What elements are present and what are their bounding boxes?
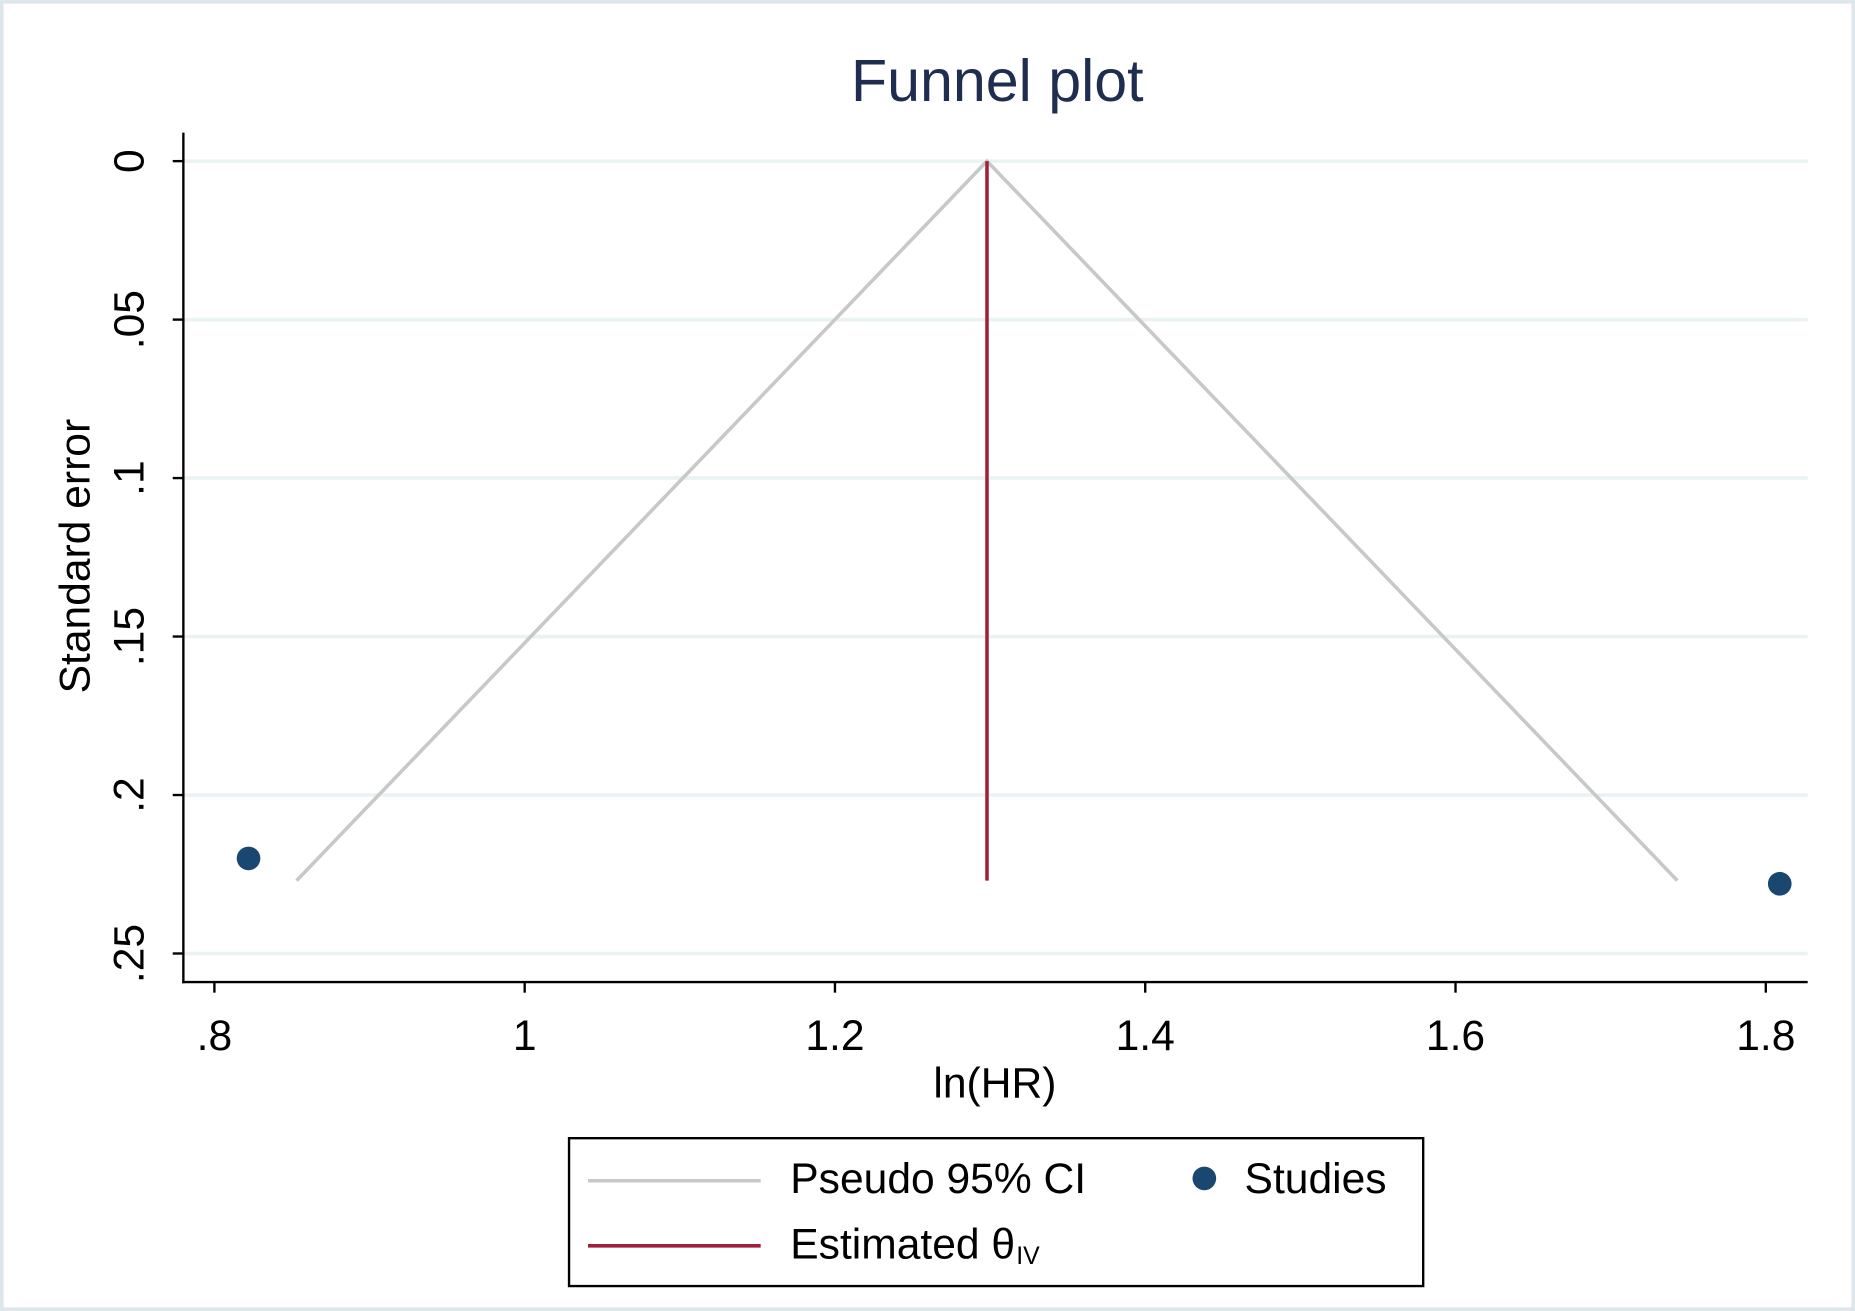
x-tick-label: 1 bbox=[513, 1012, 537, 1060]
legend-label: Estimated θ bbox=[790, 1220, 1015, 1268]
x-tick-label: .8 bbox=[197, 1012, 233, 1060]
legend-swatch bbox=[1192, 1166, 1217, 1191]
x-tick-label: 1.6 bbox=[1426, 1012, 1485, 1060]
y-tick-label: .25 bbox=[106, 924, 154, 983]
legend-label: Studies bbox=[1245, 1155, 1387, 1203]
x-tick-label: 1.2 bbox=[805, 1012, 864, 1060]
chart-title: Funnel plot bbox=[851, 47, 1144, 114]
legend-box bbox=[567, 1136, 1425, 1288]
x-axis-title: ln(HR) bbox=[933, 1059, 1056, 1107]
legend-subscript: IV bbox=[1016, 1243, 1040, 1270]
study-point bbox=[1767, 871, 1792, 896]
x-tick-label: 1.4 bbox=[1116, 1012, 1175, 1060]
study-point bbox=[236, 846, 261, 871]
y-tick-label: .2 bbox=[106, 777, 154, 813]
y-axis-title: Standard error bbox=[51, 419, 99, 694]
y-tick-label: 0 bbox=[106, 149, 154, 173]
y-tick-label: .15 bbox=[106, 607, 154, 666]
y-tick-label: .1 bbox=[106, 460, 154, 496]
x-tick-label: 1.8 bbox=[1736, 1012, 1795, 1060]
legend-label: Pseudo 95% CI bbox=[790, 1155, 1086, 1203]
y-tick-label: .05 bbox=[106, 290, 154, 349]
